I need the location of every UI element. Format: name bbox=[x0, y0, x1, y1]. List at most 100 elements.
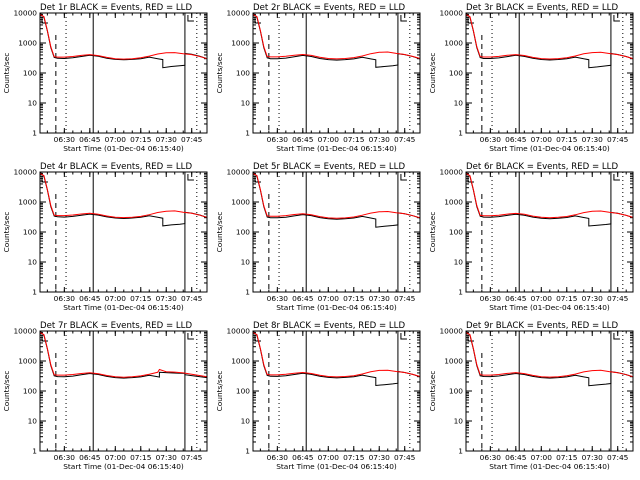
y-tick-label: 1000 bbox=[231, 198, 250, 207]
y-tick-label: 1000 bbox=[231, 357, 250, 366]
lld-series-line bbox=[39, 172, 208, 219]
x-tick-label: 06:30 bbox=[54, 135, 76, 144]
x-tick-label: 06:30 bbox=[480, 453, 502, 462]
x-tick-label: 07:00 bbox=[105, 453, 127, 462]
x-tick-label: 06:45 bbox=[505, 453, 527, 462]
x-tick-label: 07:00 bbox=[531, 294, 553, 303]
detector-panel: Det 4r BLACK = Events, RED = LLD Counts/s… bbox=[2, 162, 208, 312]
y-tick-label: 10000 bbox=[439, 9, 463, 18]
y-tick-label: 1 bbox=[32, 288, 37, 297]
x-tick-label: 07:45 bbox=[394, 135, 416, 144]
x-tick-label: 07:45 bbox=[607, 294, 629, 303]
events-series-line bbox=[252, 171, 421, 228]
events-series-line bbox=[39, 12, 208, 69]
y-axis-title: Counts/sec bbox=[428, 371, 437, 412]
x-tick-label: 06:45 bbox=[505, 294, 527, 303]
x-tick-label: 07:30 bbox=[369, 453, 391, 462]
y-tick-label: 1 bbox=[245, 447, 250, 456]
panel-title: Det 1r BLACK = Events, RED = LLD bbox=[40, 3, 192, 13]
y-tick-label: 100 bbox=[449, 69, 463, 78]
lld-series-line bbox=[252, 172, 421, 219]
y-axis-title: Counts/sec bbox=[2, 212, 11, 253]
y-tick-label: 10 bbox=[241, 99, 251, 108]
x-tick-label: 07:30 bbox=[369, 135, 391, 144]
x-tick-label: 07:00 bbox=[105, 135, 127, 144]
y-tick-label: 100 bbox=[236, 228, 250, 237]
y-tick-label: 10000 bbox=[439, 327, 463, 336]
y-tick-label: 100 bbox=[449, 387, 463, 396]
x-tick-label: 07:15 bbox=[556, 453, 578, 462]
x-tick-label: 06:30 bbox=[480, 294, 502, 303]
y-tick-label: 100 bbox=[23, 69, 37, 78]
y-tick-label: 1 bbox=[245, 288, 250, 297]
x-axis-title: Start Time (01-Dec-04 06:15:40) bbox=[489, 303, 610, 312]
y-tick-label: 1000 bbox=[231, 39, 250, 48]
plot-frame bbox=[39, 330, 208, 452]
panel-title: Det 6r BLACK = Events, RED = LLD bbox=[466, 162, 618, 172]
x-tick-label: 07:45 bbox=[394, 294, 416, 303]
y-axis-title: Counts/sec bbox=[215, 212, 224, 253]
end-bracket-mark bbox=[187, 333, 194, 340]
events-series-line bbox=[252, 12, 421, 68]
y-tick-label: 10000 bbox=[13, 9, 37, 18]
detector-panel: Det 7r BLACK = Events, RED = LLD Counts/s… bbox=[2, 321, 208, 471]
x-tick-label: 07:15 bbox=[130, 294, 152, 303]
end-bracket-mark bbox=[400, 333, 407, 340]
x-axis-title: Start Time (01-Dec-04 06:15:40) bbox=[63, 144, 184, 153]
events-series-line bbox=[465, 12, 634, 69]
panel-title: Det 7r BLACK = Events, RED = LLD bbox=[40, 321, 192, 331]
x-tick-label: 07:45 bbox=[181, 294, 203, 303]
detector-panel: Det 3r BLACK = Events, RED = LLD Counts/s… bbox=[428, 3, 634, 153]
x-tick-label: 07:45 bbox=[394, 453, 416, 462]
y-tick-label: 1000 bbox=[444, 357, 463, 366]
x-tick-label: 06:30 bbox=[54, 453, 76, 462]
lld-series-line bbox=[252, 331, 421, 378]
y-tick-label: 1000 bbox=[18, 198, 37, 207]
x-axis-title: Start Time (01-Dec-04 06:15:40) bbox=[63, 303, 184, 312]
x-axis-title: Start Time (01-Dec-04 06:15:40) bbox=[489, 144, 610, 153]
x-tick-label: 07:45 bbox=[181, 453, 203, 462]
x-tick-label: 07:30 bbox=[582, 135, 604, 144]
y-tick-label: 1 bbox=[458, 129, 463, 138]
y-tick-label: 10 bbox=[241, 258, 251, 267]
detector-panel: Det 5r BLACK = Events, RED = LLD Counts/s… bbox=[215, 162, 421, 312]
events-series-line bbox=[39, 330, 208, 379]
x-tick-label: 07:15 bbox=[556, 294, 578, 303]
x-axis-title: Start Time (01-Dec-04 06:15:40) bbox=[276, 462, 397, 471]
y-axis-title: Counts/sec bbox=[2, 371, 11, 412]
y-tick-label: 10000 bbox=[226, 168, 250, 177]
x-tick-label: 06:45 bbox=[292, 453, 314, 462]
x-tick-label: 07:00 bbox=[531, 135, 553, 144]
x-axis-title: Start Time (01-Dec-04 06:15:40) bbox=[276, 303, 397, 312]
y-tick-label: 100 bbox=[236, 387, 250, 396]
y-tick-label: 1 bbox=[245, 129, 250, 138]
plot-frame bbox=[252, 12, 421, 134]
x-tick-label: 07:30 bbox=[582, 294, 604, 303]
y-tick-label: 1 bbox=[458, 288, 463, 297]
x-tick-label: 07:45 bbox=[607, 453, 629, 462]
plot-frame bbox=[465, 330, 634, 452]
y-axis-title: Counts/sec bbox=[2, 53, 11, 94]
x-axis-title: Start Time (01-Dec-04 06:15:40) bbox=[489, 462, 610, 471]
y-tick-label: 1000 bbox=[18, 357, 37, 366]
panel-title: Det 5r BLACK = Events, RED = LLD bbox=[253, 162, 405, 172]
x-tick-label: 06:30 bbox=[267, 294, 289, 303]
x-tick-label: 07:00 bbox=[105, 294, 127, 303]
x-tick-label: 07:15 bbox=[130, 135, 152, 144]
y-tick-label: 10 bbox=[454, 258, 464, 267]
y-tick-label: 10 bbox=[454, 417, 464, 426]
events-series-line bbox=[252, 330, 421, 387]
lld-series-line bbox=[39, 331, 208, 378]
end-bracket-mark bbox=[613, 333, 620, 340]
end-bracket-mark bbox=[187, 174, 194, 181]
lld-series-line bbox=[252, 13, 421, 60]
panel-title: Det 3r BLACK = Events, RED = LLD bbox=[466, 3, 618, 13]
x-axis-title: Start Time (01-Dec-04 06:15:40) bbox=[63, 462, 184, 471]
detector-panel: Det 1r BLACK = Events, RED = LLD Counts/s… bbox=[2, 3, 208, 153]
y-tick-label: 10 bbox=[28, 417, 38, 426]
x-tick-label: 07:30 bbox=[156, 294, 178, 303]
y-tick-label: 10000 bbox=[439, 168, 463, 177]
y-tick-label: 1000 bbox=[444, 198, 463, 207]
x-tick-label: 06:45 bbox=[505, 135, 527, 144]
